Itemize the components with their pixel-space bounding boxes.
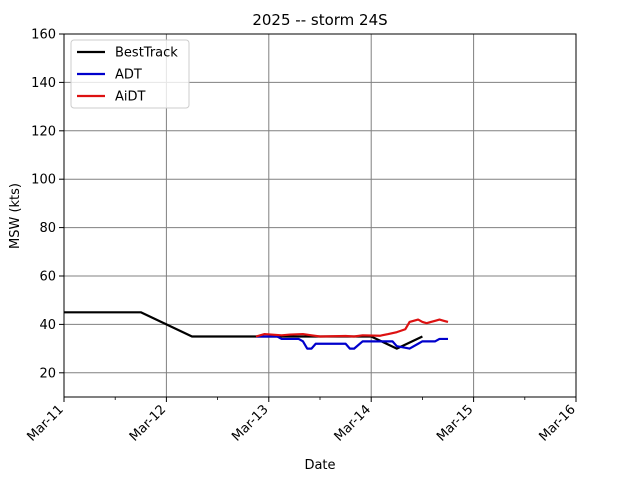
series-line-besttrack xyxy=(64,311,423,350)
y-tick-label: 100 xyxy=(31,173,56,188)
legend: BestTrack ADT AiDT xyxy=(70,39,190,109)
y-tick-label: 60 xyxy=(39,270,56,285)
legend-label: BestTrack xyxy=(115,46,178,61)
y-tick-label: 80 xyxy=(39,221,56,236)
legend-box xyxy=(70,39,190,109)
series-line-aidt xyxy=(255,318,449,338)
y-tick-label: 160 xyxy=(31,28,56,43)
x-axis-label: Date xyxy=(304,458,335,473)
y-axis-label: MSW (kts) xyxy=(8,183,23,249)
legend-label: ADT xyxy=(115,68,142,83)
chart-title: 2025 -- storm 24S xyxy=(252,11,387,29)
legend-label: AiDT xyxy=(115,90,146,105)
series-line-adt xyxy=(256,335,448,350)
y-tick-label: 20 xyxy=(39,366,56,381)
y-tick-label: 120 xyxy=(31,124,56,139)
y-tick-label: 140 xyxy=(31,76,56,91)
y-tick-label: 40 xyxy=(39,318,56,333)
series-lines xyxy=(64,311,449,350)
